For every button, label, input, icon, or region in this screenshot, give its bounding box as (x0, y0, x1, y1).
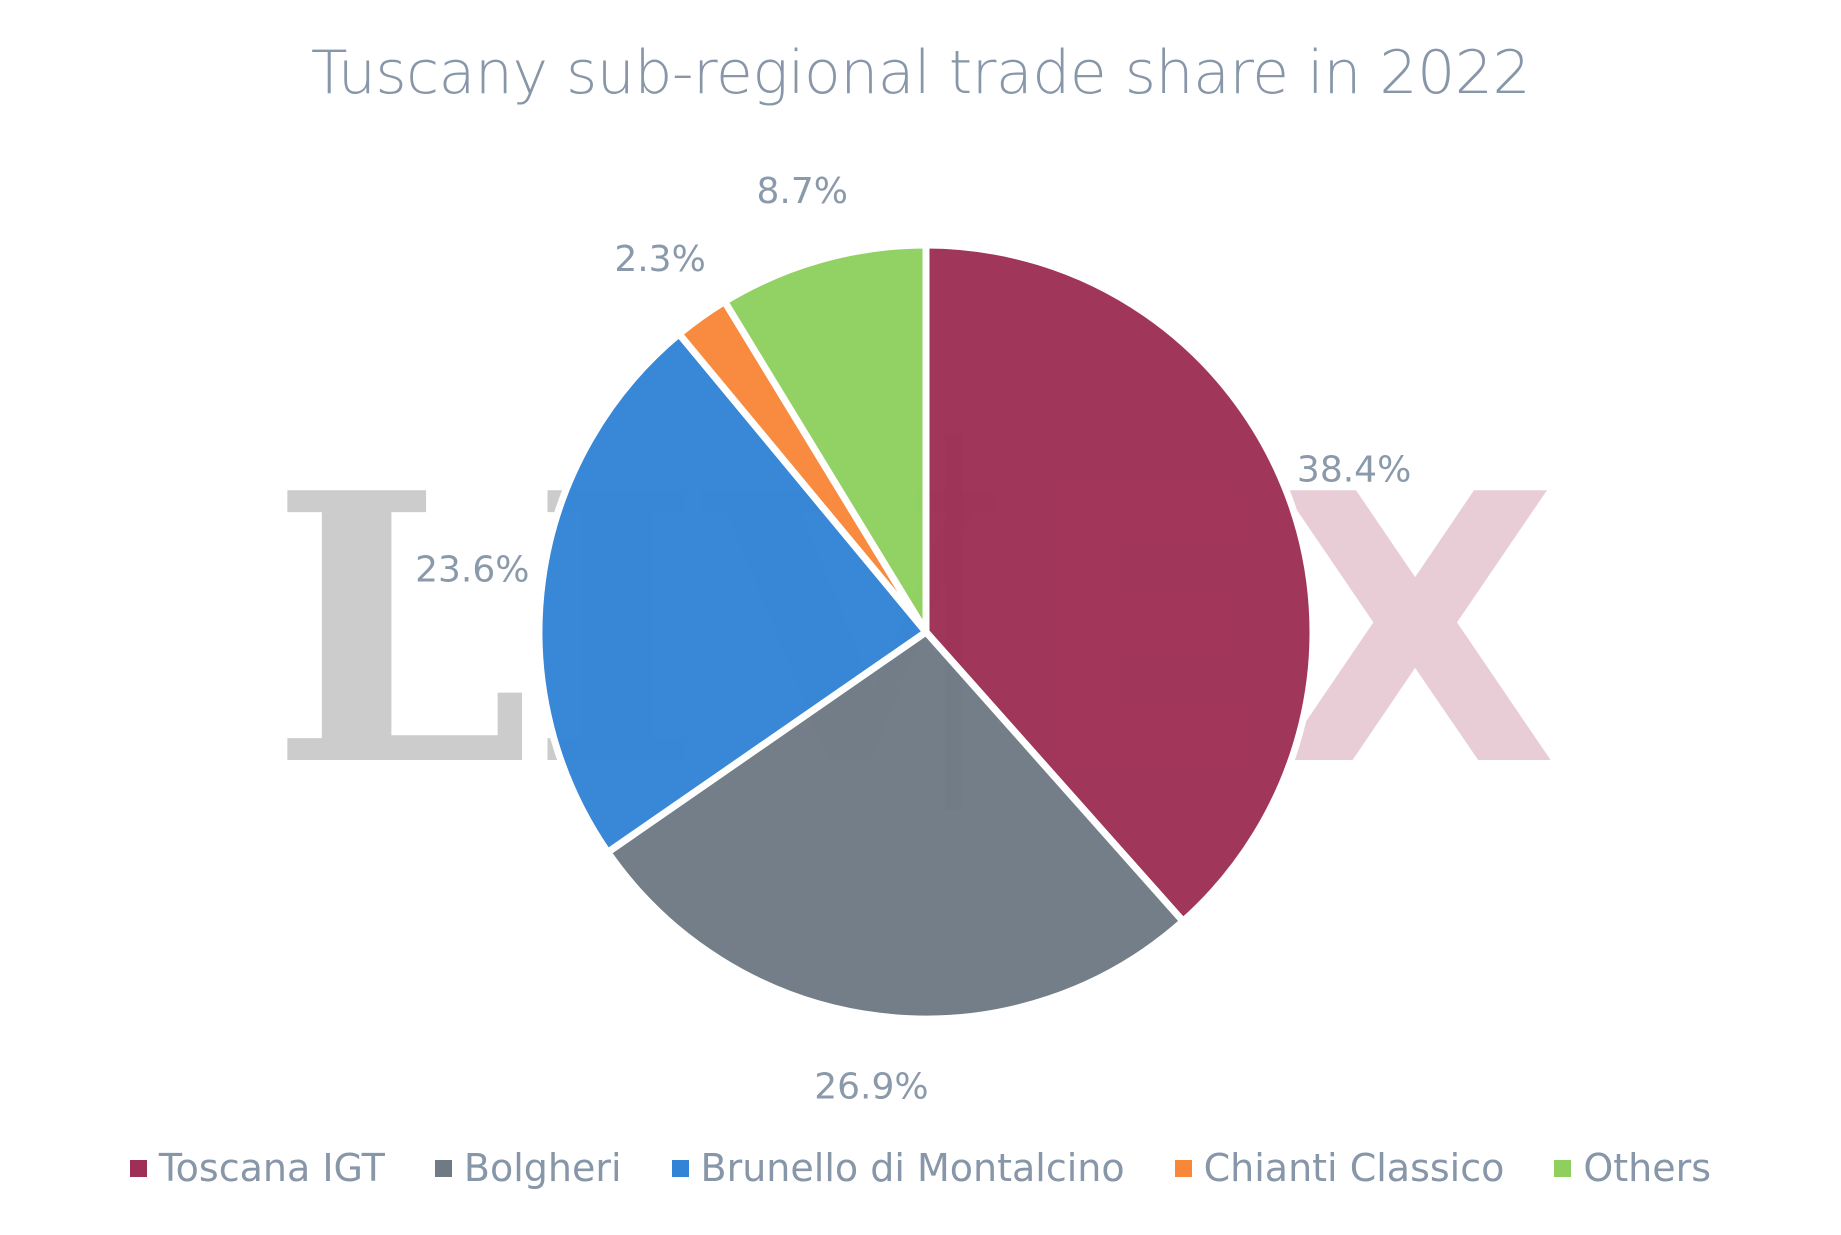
chart-title: Tuscany sub-regional trade share in 2022 (310, 38, 1531, 108)
legend-swatch (1554, 1159, 1572, 1177)
legend-label: Bolgheri (463, 1146, 622, 1190)
legend-label: Brunello di Montalcino (700, 1146, 1125, 1190)
legend-swatch (671, 1159, 689, 1177)
legend-item-toscana-igt: Toscana IGT (129, 1146, 385, 1190)
data-label-bolgheri: 26.9% (814, 1067, 928, 1108)
data-label-chianti-classico: 2.3% (614, 239, 705, 280)
legend-swatch (434, 1159, 452, 1177)
data-label-brunello-di-montalcino: 23.6% (415, 550, 529, 591)
pie-slice-others (721, 241, 930, 636)
pie-slices (535, 241, 1317, 1023)
legend-item-chianti-classico: Chianti Classico (1174, 1146, 1505, 1190)
data-label-toscana-igt: 38.4% (1297, 449, 1411, 490)
legend-label: Toscana IGT (158, 1146, 385, 1190)
legend-label: Chianti Classico (1203, 1146, 1505, 1190)
pie-slice-bolgheri (604, 628, 1187, 1023)
legend-label: Others (1583, 1146, 1712, 1190)
legend-swatch (1174, 1159, 1192, 1177)
pie-data-labels: 38.4% 26.9% 23.6% 2.3% 8.7% (415, 171, 1411, 1108)
legend-item-brunello-di-montalcino: Brunello di Montalcino (671, 1146, 1125, 1190)
legend-swatch (129, 1159, 147, 1177)
legend-item-others: Others (1554, 1146, 1711, 1190)
pie-slice-brunello-di-montalcino (535, 330, 930, 856)
pie-slice-toscana-igt (922, 241, 1317, 925)
data-label-others: 8.7% (757, 171, 848, 212)
legend-item-bolgheri: Bolgheri (434, 1146, 622, 1190)
legend: Toscana IGT Bolgheri Brunello di Montalcin… (0, 1146, 1841, 1190)
